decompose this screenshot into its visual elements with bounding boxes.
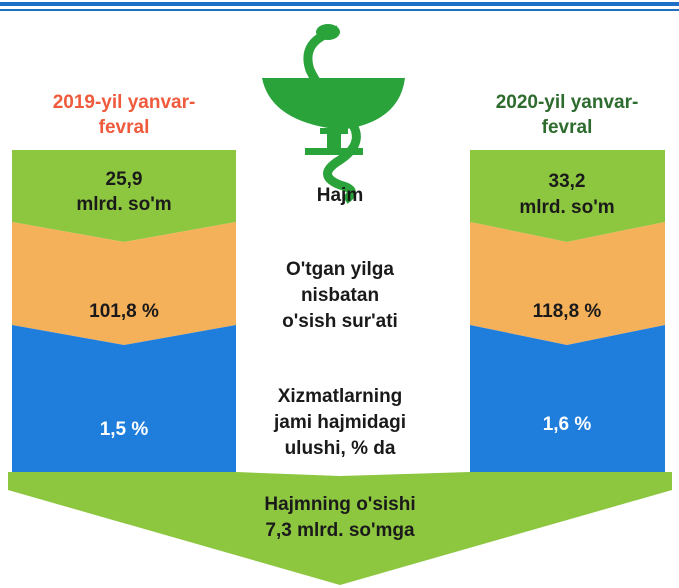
share-segment <box>470 325 665 480</box>
left-volume: 25,9 <box>106 169 143 190</box>
right-share: 1,6 % <box>543 414 592 435</box>
volume-segment <box>12 150 236 242</box>
right-title: fevral <box>542 117 593 138</box>
top-line <box>0 2 679 6</box>
caduceus-icon <box>262 24 405 204</box>
left-volume: mlrd. so'm <box>76 194 171 215</box>
left-share: 1,5 % <box>100 419 149 440</box>
left-title: fevral <box>99 117 150 138</box>
right-volume: 33,2 <box>549 171 586 192</box>
left-growth: 101,8 % <box>89 301 159 322</box>
bottom-text: 7,3 mlrd. so'mga <box>265 520 415 541</box>
share-segment <box>12 325 236 480</box>
growth-label: O'tgan yilga <box>286 259 394 280</box>
bottom-arrow <box>8 472 672 585</box>
share-label: jami hajmidagi <box>273 412 406 433</box>
growth-segment <box>470 222 665 345</box>
growth-label: nisbatan <box>301 285 379 306</box>
top-line <box>0 9 679 11</box>
growth-segment <box>12 222 236 345</box>
right-growth: 118,8 % <box>533 301 602 322</box>
share-label: ulushi, % da <box>285 438 396 459</box>
volume-segment <box>470 150 665 242</box>
right-volume: mlrd. so'm <box>519 197 614 218</box>
bottom-text: Hajmning o'sishi <box>264 494 415 515</box>
share-label: Xizmatlarning <box>278 386 403 407</box>
right-title: 2020-yil yanvar- <box>496 92 639 113</box>
growth-label: o'sish sur'ati <box>282 311 398 332</box>
left-title: 2019-yil yanvar- <box>53 92 196 113</box>
volume-label: Hajm <box>317 185 363 206</box>
